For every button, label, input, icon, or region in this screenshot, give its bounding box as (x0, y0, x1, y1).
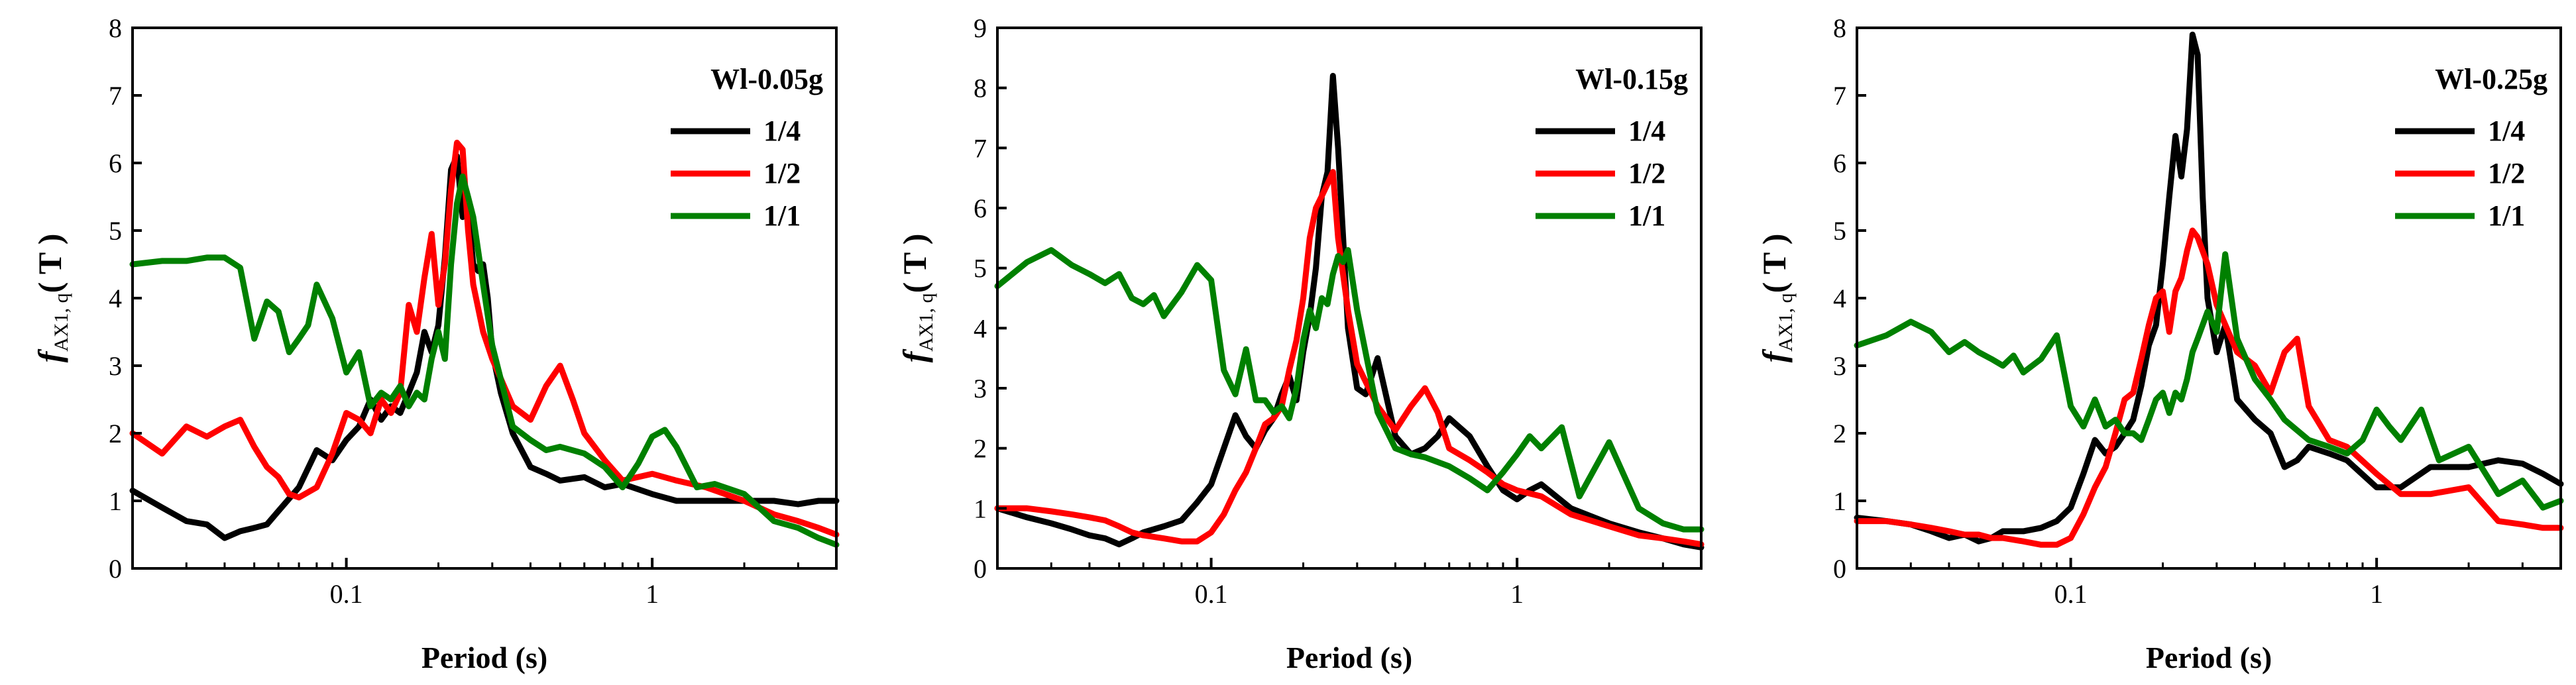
y-tick-label: 7 (974, 133, 987, 163)
y-axis-label-main: f (31, 348, 68, 362)
series-line-1-1 (994, 247, 1705, 533)
y-tick-label: 0 (109, 554, 122, 584)
y-tick-label: 5 (974, 254, 987, 284)
y-tick-label: 8 (974, 74, 987, 103)
y-tick-label: 0 (974, 554, 987, 584)
y-axis-label-main: f (896, 348, 933, 362)
y-tick-label: 3 (974, 374, 987, 403)
x-axis-label: Period (s) (2146, 641, 2272, 674)
y-tick-label: 2 (1833, 419, 1846, 448)
y-tick-label: 1 (974, 494, 987, 523)
legend-label-1-4: 1/4 (2488, 115, 2525, 147)
legend-label-1-1: 1/1 (1628, 199, 1665, 232)
chart-panel-2: 0 1 2 3 4 5 6 7 8 9 0.1 1 Period (s) fAX1, q( T ) Wl-0… (896, 13, 1705, 674)
x-axis-label: Period (s) (421, 641, 547, 674)
x-tick-label: 1 (2370, 579, 2383, 609)
legend-label-1-2: 1/2 (1628, 157, 1665, 189)
legend-label-1-2: 1/2 (763, 157, 801, 189)
y-axis-label-suffix: ( T ) (896, 234, 933, 293)
y-axis-label: fAX1, q( T ) (1756, 234, 1797, 363)
legend-label-1-1: 1/1 (763, 199, 801, 232)
y-axis-label: fAX1, q( T ) (896, 234, 937, 363)
y-tick-label: 3 (1833, 351, 1846, 381)
x-tick-label: 1 (645, 579, 659, 609)
series-line-1-4 (1854, 31, 2564, 545)
y-tick-label: 3 (109, 351, 122, 381)
legend-label-1-2: 1/2 (2488, 157, 2525, 189)
legend-title: Wl-0.05g (710, 63, 823, 95)
y-tick-label: 5 (1833, 216, 1846, 246)
y-axis-label-sub: AX1, q (50, 293, 72, 351)
y-tick-label: 6 (974, 193, 987, 223)
y-axis-label-sub: AX1, q (915, 293, 937, 351)
y-tick-label: 5 (109, 216, 122, 246)
y-tick-label: 0 (1833, 554, 1846, 584)
y-tick-label: 6 (109, 148, 122, 178)
y-tick-label: 6 (1833, 148, 1846, 178)
y-tick-label: 7 (1833, 81, 1846, 111)
series-line-1-2 (994, 169, 1705, 548)
x-tick-label: 0.1 (2054, 579, 2088, 609)
y-axis-label-suffix: ( T ) (31, 234, 68, 293)
chart-panel-3: 0 1 2 3 4 5 6 7 8 0.1 1 Period (s) fAX1, q( T ) Wl-0.… (1756, 13, 2564, 674)
series-line-1-2 (1854, 227, 2564, 548)
x-tick-label: 0.1 (330, 579, 363, 609)
y-tick-label: 2 (974, 434, 987, 464)
y-tick-label: 8 (1833, 13, 1846, 43)
y-tick-label: 1 (1833, 486, 1846, 516)
series-line-1-2 (129, 139, 840, 538)
x-tick-label: 1 (1510, 579, 1524, 609)
series-line-1-1 (1854, 251, 2564, 511)
y-tick-label: 4 (109, 284, 122, 313)
legend-title: Wl-0.25g (2435, 63, 2548, 95)
y-tick-label: 1 (109, 486, 122, 516)
y-axis-label-main: f (1756, 348, 1793, 362)
legend-label-1-1: 1/1 (2488, 199, 2525, 232)
plot-frame (996, 26, 1703, 570)
y-tick-label: 2 (109, 419, 122, 448)
chart-panel-1: 0 1 2 3 4 5 6 7 8 0.1 1 Period (s) fAX1, q( T ) Wl-0.… (31, 13, 840, 674)
y-axis-label: fAX1, q( T ) (31, 234, 72, 363)
legend-label-1-4: 1/4 (763, 115, 801, 147)
x-tick-label: 0.1 (1195, 579, 1228, 609)
x-axis-label: Period (s) (1286, 641, 1412, 674)
y-axis-label-suffix: ( T ) (1756, 234, 1793, 293)
y-tick-label: 9 (974, 13, 987, 43)
y-tick-label: 7 (109, 81, 122, 111)
legend-label-1-4: 1/4 (1628, 115, 1665, 147)
y-axis-label-sub: AX1, q (1775, 293, 1797, 351)
y-tick-label: 4 (974, 313, 987, 343)
y-tick-label: 8 (109, 13, 122, 43)
y-tick-label: 4 (1833, 284, 1846, 313)
legend-title: Wl-0.15g (1575, 63, 1688, 95)
series-line-1-1 (129, 173, 840, 548)
